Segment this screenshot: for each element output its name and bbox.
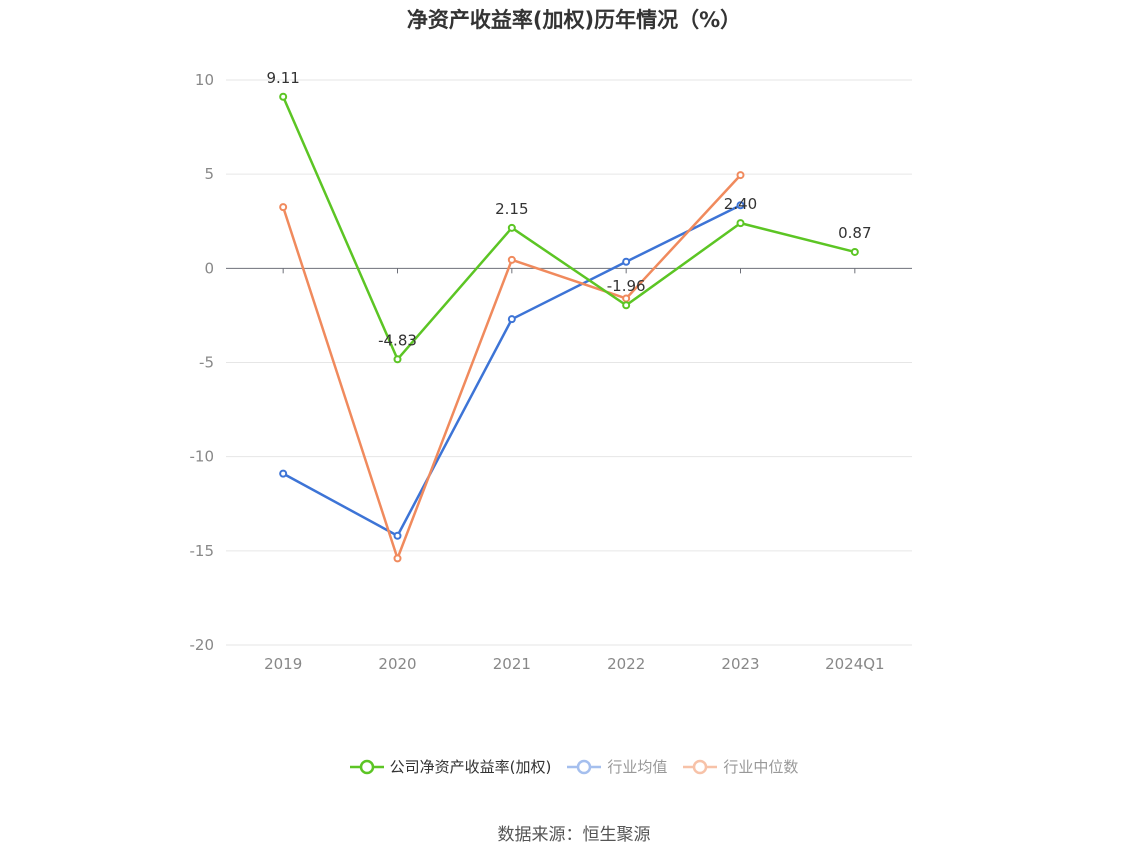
y-tick-label: -5 — [199, 354, 214, 372]
legend-item[interactable]: 行业均值 — [567, 756, 667, 777]
x-tick-label: 2022 — [607, 655, 645, 673]
legend-label: 行业中位数 — [723, 758, 799, 776]
data-point — [622, 294, 631, 303]
legend-swatch-icon — [683, 759, 718, 774]
data-point — [507, 255, 516, 264]
series-line — [281, 174, 742, 560]
data-label: -4.83 — [378, 331, 417, 349]
data-label: 2.40 — [724, 195, 757, 213]
data-point — [736, 219, 745, 228]
x-tick-label: 2019 — [264, 655, 302, 673]
data-point — [279, 92, 288, 101]
legend-label: 公司净资产收益率(加权) — [389, 758, 552, 776]
x-tick-label: 2020 — [378, 655, 416, 673]
data-point — [622, 257, 631, 266]
data-point — [279, 203, 288, 212]
y-tick-label: -20 — [190, 636, 215, 654]
data-point — [393, 355, 402, 364]
data-point — [393, 531, 402, 540]
y-tick-label: 5 — [204, 165, 214, 183]
chart-title: 净资产收益率(加权)历年情况（%） — [406, 8, 742, 32]
data-label: 2.15 — [495, 200, 528, 218]
series-line — [282, 96, 856, 361]
data-point — [393, 554, 402, 563]
data-point — [850, 247, 859, 256]
data-point — [622, 301, 631, 310]
y-tick-label: 10 — [195, 71, 214, 89]
legend-label: 行业均值 — [607, 758, 668, 776]
data-label: -1.96 — [607, 277, 646, 295]
x-tick-label: 2024Q1 — [825, 655, 885, 673]
data-point — [279, 469, 288, 478]
data-point — [507, 315, 516, 324]
x-tick-label: 2021 — [493, 655, 531, 673]
y-tick-label: -10 — [190, 448, 215, 466]
chart-legend: 公司净资产收益率(加权) 行业均值 行业中位数 — [0, 756, 1148, 777]
legend-item[interactable]: 公司净资产收益率(加权) — [349, 756, 552, 777]
y-tick-label: -15 — [190, 542, 215, 560]
data-source: 数据来源：恒生聚源 — [497, 825, 651, 845]
data-point — [507, 223, 516, 232]
x-tick-label: 2023 — [721, 655, 759, 673]
legend-item[interactable]: 行业中位数 — [683, 756, 798, 777]
legend-swatch-icon — [567, 759, 602, 774]
data-point — [736, 171, 745, 180]
data-label: 9.11 — [266, 69, 299, 87]
data-label: 0.87 — [838, 224, 871, 242]
y-tick-label: 0 — [204, 259, 214, 277]
legend-swatch-icon — [349, 759, 384, 774]
data-point — [736, 201, 745, 210]
